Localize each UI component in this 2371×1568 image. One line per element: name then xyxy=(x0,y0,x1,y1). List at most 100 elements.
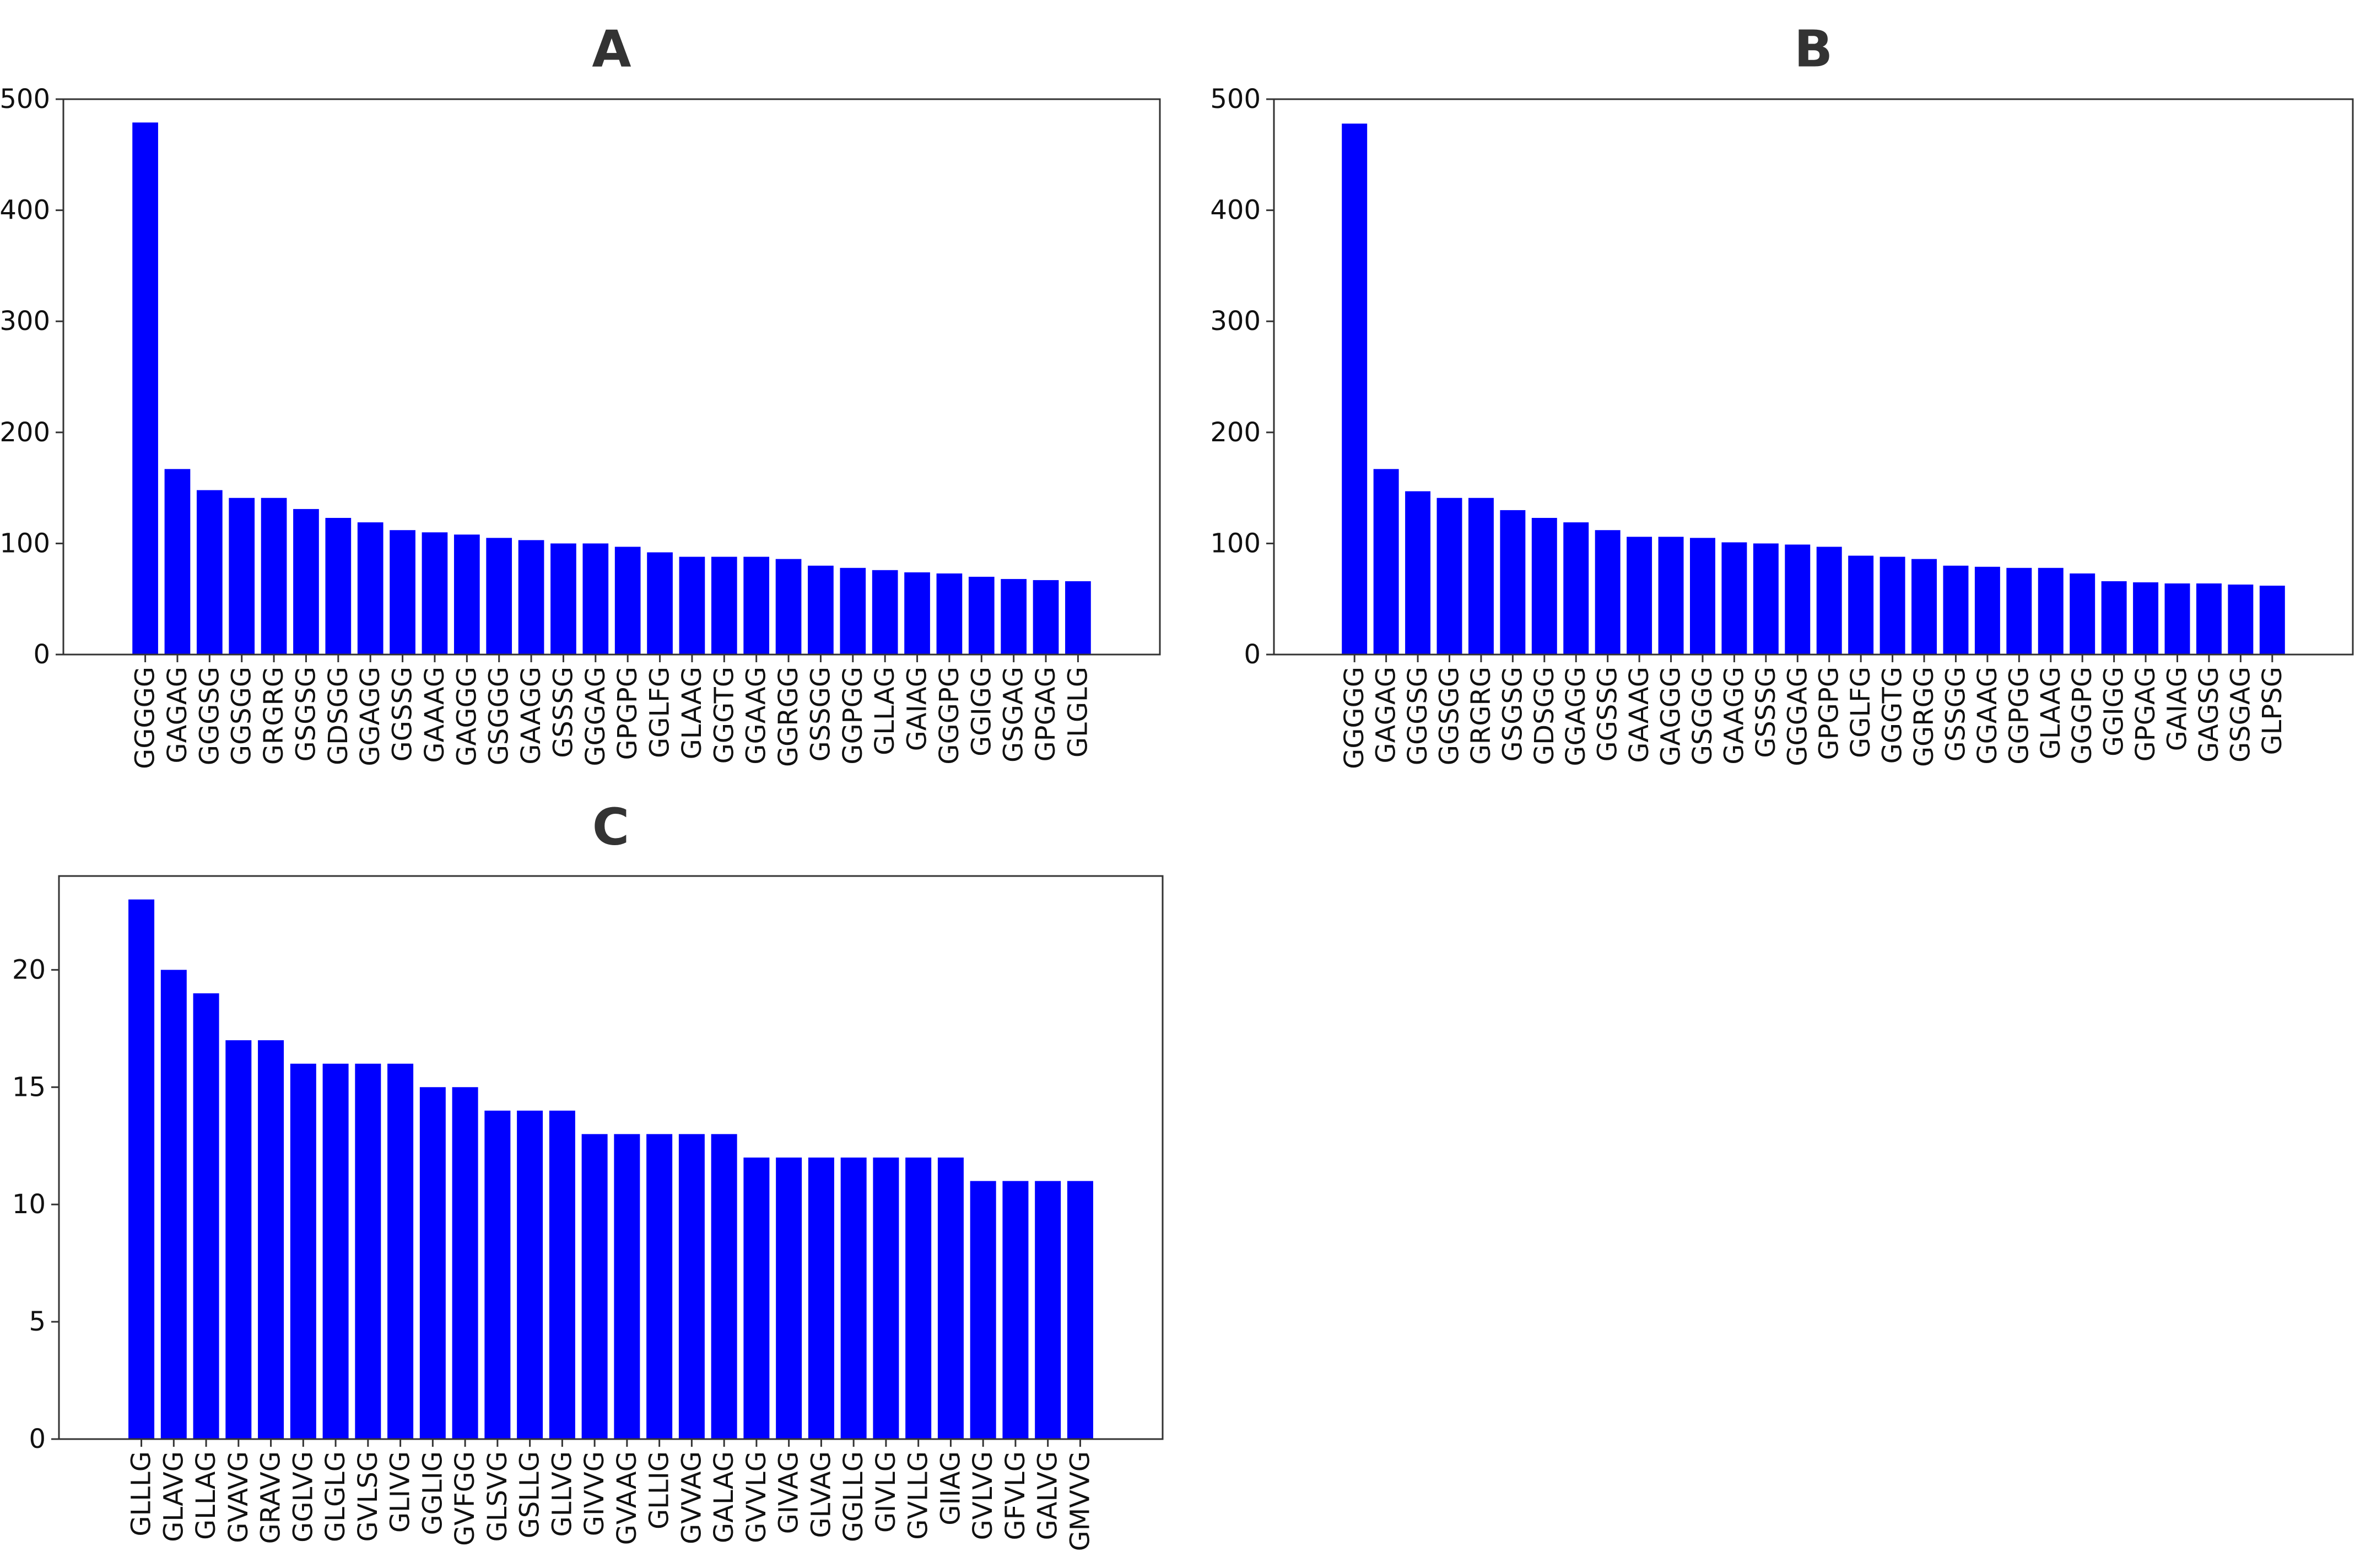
bar-a-gggtg xyxy=(711,556,737,655)
x-tick-label: GVVAG xyxy=(676,1451,707,1544)
x-tick-label: GVVLG xyxy=(741,1451,772,1543)
x-tick-label: GLLVG xyxy=(547,1451,577,1537)
bar-a-gggag xyxy=(582,543,609,655)
bar-b-gpgag xyxy=(2133,582,2159,655)
x-tick-label: GLAVG xyxy=(158,1451,189,1542)
x-tick-label: GGGGG xyxy=(130,667,161,769)
x-tick-label: GIVVG xyxy=(579,1451,610,1536)
x-tick-label: GGGTG xyxy=(709,667,739,764)
y-tick-label: 10 xyxy=(12,1189,46,1220)
bar-b-gggtg xyxy=(1879,556,1905,655)
bar-c-glglg xyxy=(322,1063,349,1439)
bar-a-ggssg xyxy=(390,530,415,655)
bar-b-glpsg xyxy=(2259,586,2285,655)
x-tick-label: GGSSG xyxy=(1592,667,1623,762)
x-tick-label: GLAAG xyxy=(677,667,707,759)
bar-c-gllvg xyxy=(549,1110,575,1439)
x-tick-label: GLGLG xyxy=(1062,667,1093,758)
bar-b-ggigg xyxy=(2101,581,2127,655)
x-tick-label: GPGAG xyxy=(1030,667,1061,762)
bar-b-grgrg xyxy=(1468,498,1494,655)
x-tick-label: GPGPG xyxy=(612,667,643,760)
x-tick-label: GAIAG xyxy=(2162,667,2192,751)
x-tick-label: GGGPG xyxy=(934,667,965,765)
x-tick-label: GGPGG xyxy=(2003,667,2034,765)
x-tick-label: GGAGG xyxy=(1560,667,1591,766)
x-tick-label: GGGSG xyxy=(1402,667,1433,765)
x-tick-label: GIIAG xyxy=(935,1451,966,1526)
bar-c-glsvg xyxy=(484,1110,511,1439)
bar-c-gsllg xyxy=(517,1110,543,1439)
bar-b-ggggg xyxy=(1342,123,1368,655)
bar-a-gpgag xyxy=(1033,580,1059,655)
y-tick-label: 0 xyxy=(33,639,50,670)
bar-a-gaagg xyxy=(518,540,544,655)
y-tick-label: 100 xyxy=(1210,528,1261,559)
x-tick-label: GAIAG xyxy=(902,667,933,751)
x-tick-label: GALVG xyxy=(1033,1451,1063,1540)
bar-a-ggigg xyxy=(968,576,995,655)
bar-c-gmvvg xyxy=(1067,1181,1093,1439)
x-tick-label: GSSGG xyxy=(1940,667,1971,762)
bar-c-gvlvg xyxy=(970,1181,996,1439)
x-tick-label: GAAGG xyxy=(516,667,547,765)
x-tick-label: GIVLG xyxy=(871,1451,901,1533)
chart-panel-a: A GGGGG GAGAG GGGSG GGSGG GRGRG GSGSG GDSGG GGAG… xyxy=(0,0,1190,793)
x-tick-label: GAGAG xyxy=(1371,667,1402,764)
bar-b-gdsgg xyxy=(1531,518,1557,655)
x-tick-label: GDSGG xyxy=(323,667,354,765)
x-tick-label: GSGGG xyxy=(484,667,515,765)
bar-a-glaag xyxy=(679,556,705,655)
x-tick-label: GLAAG xyxy=(2035,667,2066,759)
bar-a-ggagg xyxy=(357,522,384,655)
y-tick-label: 400 xyxy=(0,195,50,226)
x-tick-label: GLLAG xyxy=(869,667,900,755)
bar-c-gllig xyxy=(646,1134,673,1439)
y-tick-label: 200 xyxy=(0,417,50,448)
bar-a-ggpgg xyxy=(840,567,866,655)
y-tick-label: 20 xyxy=(12,954,46,985)
x-tick-label: GRAVG xyxy=(256,1451,287,1544)
x-tick-label: GGGSG xyxy=(194,667,225,765)
bar-b-gglfg xyxy=(1848,555,1874,655)
x-tick-label: GAAGG xyxy=(1719,667,1749,765)
bar-c-gllag xyxy=(193,993,219,1439)
x-tick-label: GGLLG xyxy=(838,1451,869,1542)
bar-b-gaggg xyxy=(1658,537,1684,655)
bar-a-gsssg xyxy=(550,543,576,655)
chart-title-c: C xyxy=(592,797,630,856)
x-tick-label: GLPSG xyxy=(2257,667,2288,755)
y-tick-label: 15 xyxy=(12,1072,46,1102)
bar-c-glavg xyxy=(160,970,187,1439)
bar-b-gggpg xyxy=(2070,573,2095,655)
y-tick-label: 5 xyxy=(29,1306,46,1337)
bar-c-glllg xyxy=(128,899,155,1439)
x-tick-label: GFVLG xyxy=(1000,1451,1031,1540)
bar-a-gglfg xyxy=(647,552,673,655)
bar-a-ggrgg xyxy=(775,559,802,655)
x-tick-label: GLLIG xyxy=(644,1451,675,1529)
bar-c-gvaag xyxy=(614,1134,640,1439)
x-tick-label: GGPGG xyxy=(838,667,868,765)
bar-b-gggsg xyxy=(1405,491,1431,655)
bar-a-gpgpg xyxy=(614,547,641,655)
bar-c-gvvag xyxy=(678,1134,705,1439)
y-tick-label: 500 xyxy=(1210,84,1261,115)
x-tick-label: GMVVG xyxy=(1065,1451,1095,1551)
bar-b-ggrgg xyxy=(1911,559,1937,655)
bar-c-givag xyxy=(776,1158,802,1439)
x-tick-label: GSGSG xyxy=(1497,667,1528,762)
x-tick-label: GGLFG xyxy=(1845,667,1876,758)
bar-c-gvvlg xyxy=(743,1158,770,1439)
y-tick-label: 300 xyxy=(1210,306,1261,337)
plot-frame-b xyxy=(1273,98,2354,656)
bar-b-gpgpg xyxy=(1816,547,1842,655)
bar-c-gravg xyxy=(258,1040,284,1439)
x-tick-label: GGLIG xyxy=(417,1451,448,1535)
bar-c-giiag xyxy=(937,1158,964,1439)
bar-a-grgrg xyxy=(261,498,287,655)
x-tick-label: GSGAG xyxy=(998,667,1029,763)
x-tick-label: GPGAG xyxy=(2130,667,2161,762)
x-tick-label: GAAAG xyxy=(419,667,450,763)
x-tick-label: GLSVG xyxy=(482,1451,513,1542)
